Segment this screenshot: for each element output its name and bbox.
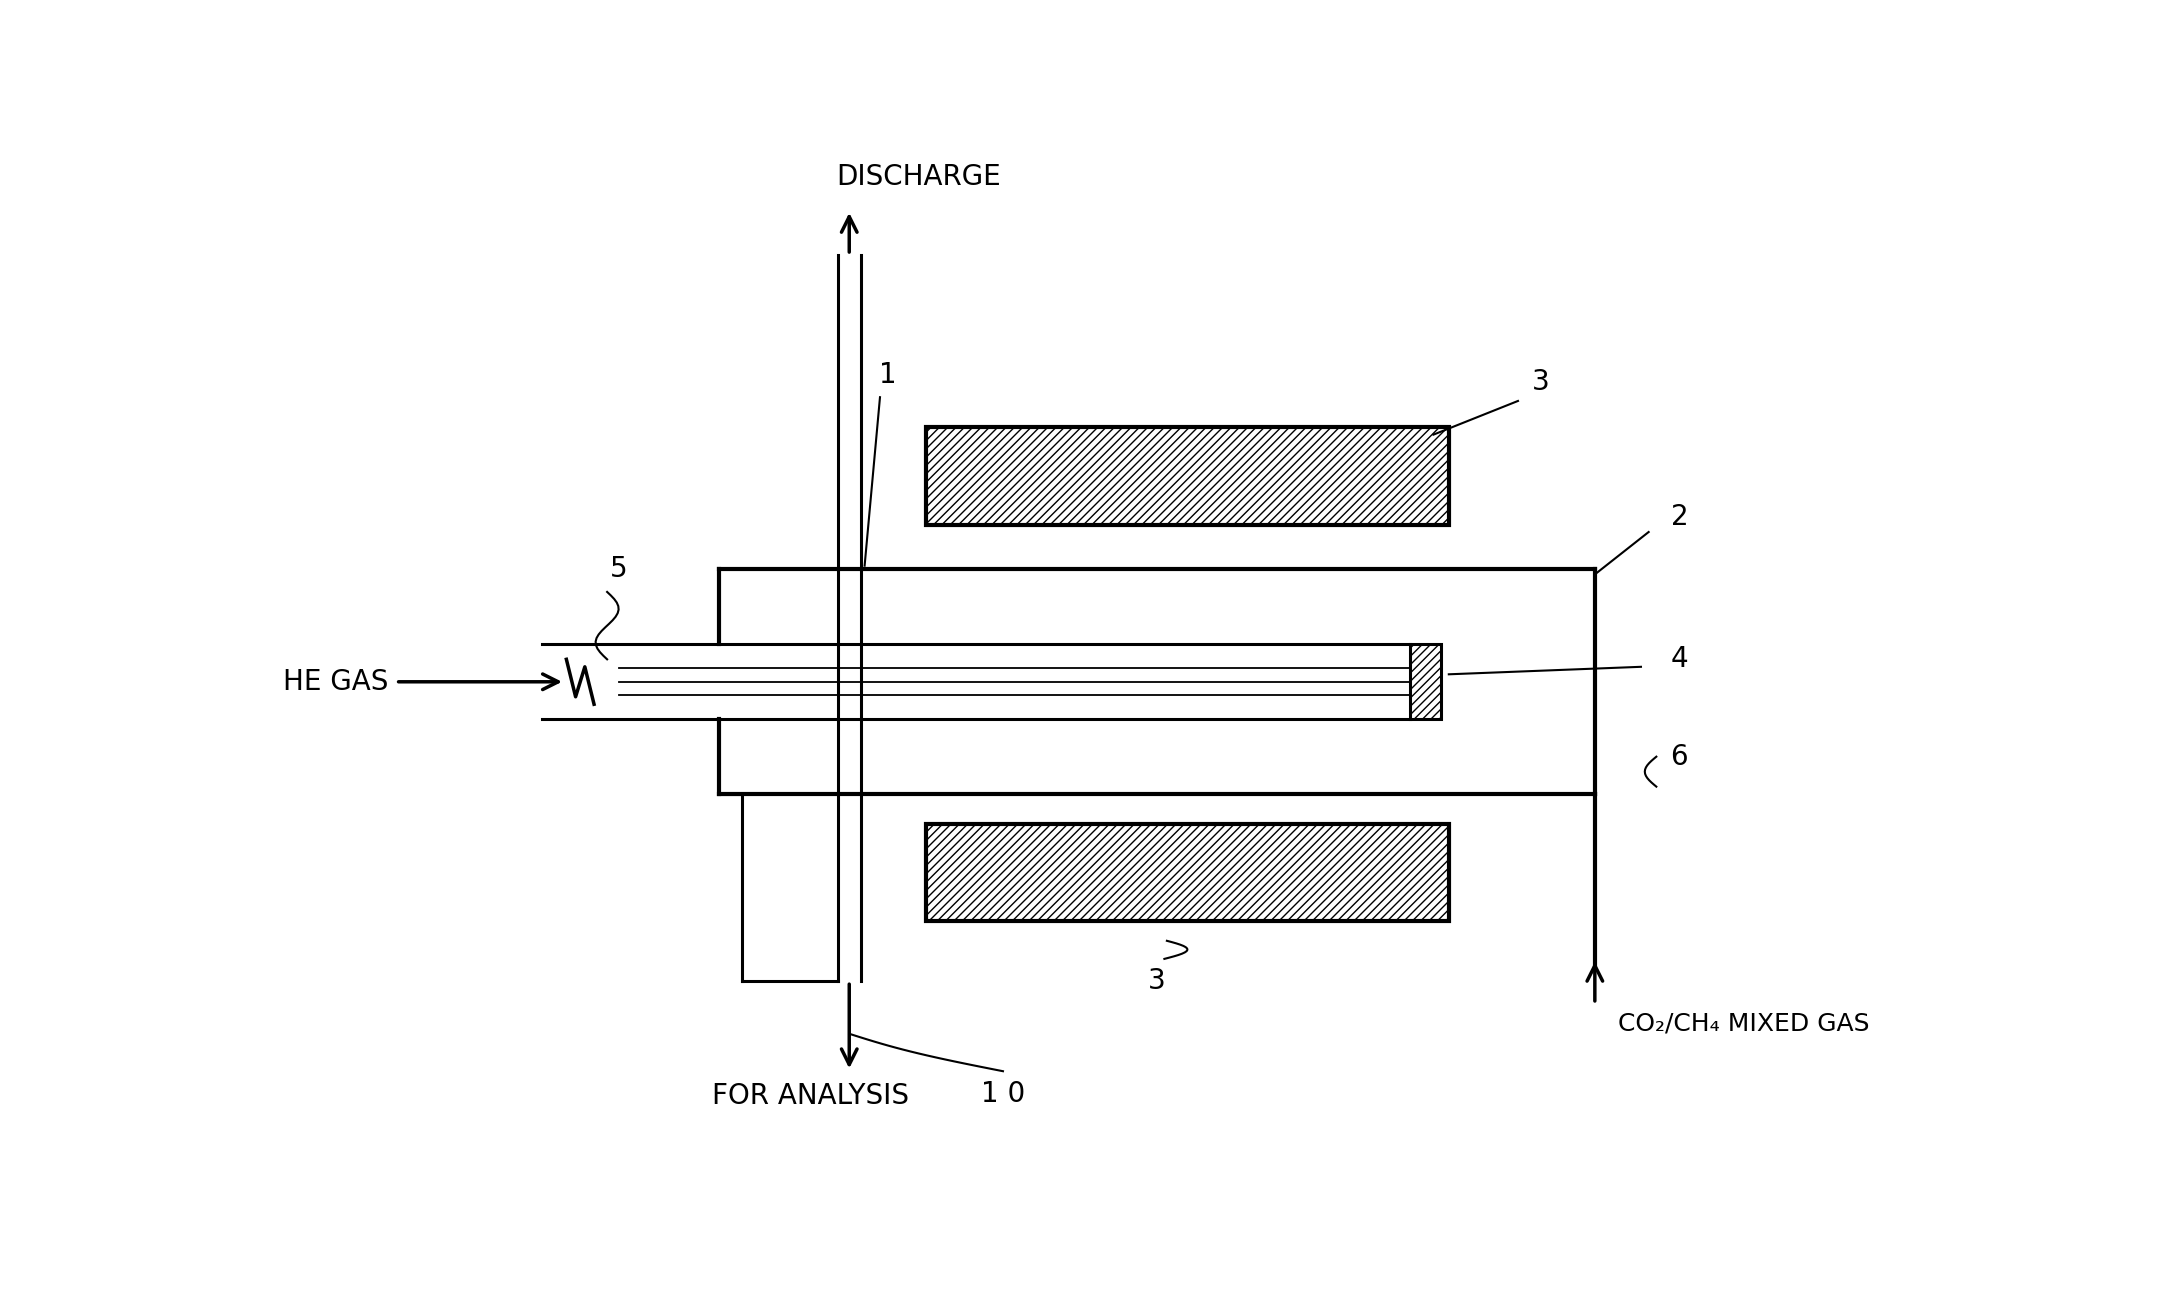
Text: HE GAS: HE GAS bbox=[284, 668, 388, 696]
Text: 3: 3 bbox=[1532, 368, 1549, 397]
Text: DISCHARGE: DISCHARGE bbox=[836, 163, 1002, 192]
Text: FOR ANALYSIS: FOR ANALYSIS bbox=[711, 1082, 910, 1111]
Bar bbox=[925, 825, 1449, 922]
Text: 4: 4 bbox=[1671, 645, 1689, 674]
Text: 3: 3 bbox=[1148, 968, 1165, 995]
Text: 5: 5 bbox=[609, 555, 628, 583]
Text: CO₂/CH₄ MIXED GAS: CO₂/CH₄ MIXED GAS bbox=[1617, 1011, 1870, 1036]
Bar bbox=[1410, 645, 1440, 720]
Text: 2: 2 bbox=[1671, 503, 1689, 530]
Bar bbox=[925, 427, 1449, 524]
Text: 6: 6 bbox=[1671, 743, 1689, 771]
Text: 1 0: 1 0 bbox=[982, 1079, 1026, 1108]
Text: 1: 1 bbox=[879, 361, 897, 389]
